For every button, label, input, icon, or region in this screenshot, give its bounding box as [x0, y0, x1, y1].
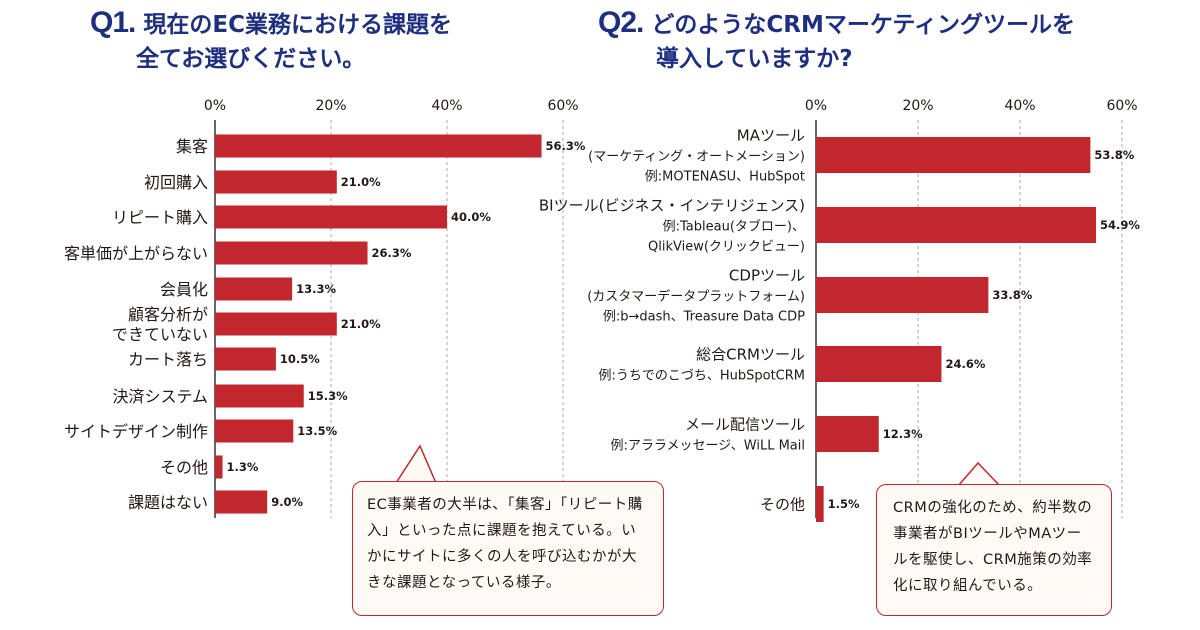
q2-bar [816, 486, 824, 522]
q2-category-label: (カスタマーデータプラットフォーム) [587, 288, 805, 304]
q1-category-label: 顧客分析が [128, 305, 208, 324]
q2-category-label: 総合CRMツール [696, 345, 805, 363]
q2-callout-pointer [957, 461, 1001, 487]
q2-category-label: 例:うちでのこづち、HubSpotCRM [598, 368, 805, 383]
q2-x-tick-label: 0% [805, 98, 827, 114]
q1-category-label: サイトデザイン制作 [64, 422, 208, 441]
q2-category-label: QlikView(クリックビュー) [648, 239, 805, 254]
q2-bar [816, 137, 1091, 173]
q1-value-label: 1.3% [227, 460, 259, 474]
q2-number: Q2. [598, 6, 644, 39]
q1-callout: EC事業者の大半は、「集客」「リピート購入」といった点に課題を抱えている。いかに… [352, 481, 664, 616]
q1-category-label: 初回購入 [144, 173, 208, 192]
q1-bar [215, 490, 268, 514]
q2-value-label: 33.8% [992, 288, 1032, 302]
q1-category-label: できていない [112, 325, 208, 344]
q1-x-tick-label: 40% [431, 98, 462, 114]
q1-category-label: 集客 [176, 137, 208, 156]
q2-value-label: 54.9% [1100, 218, 1140, 232]
q1-bar [215, 312, 337, 336]
q2-bar [816, 416, 879, 452]
q2-title-line2: 導入していますか? [656, 46, 853, 72]
q2-category-label: メール配信ツール [685, 415, 805, 433]
q1-value-label: 26.3% [372, 246, 412, 260]
q2-bar [816, 207, 1096, 243]
q1-number: Q1. [90, 6, 136, 39]
q1-category-label: 決済システム [112, 387, 208, 406]
q1-category-label: その他 [160, 458, 208, 477]
q1-value-label: 13.3% [296, 282, 336, 296]
q1-value-label: 21.0% [341, 317, 381, 331]
q1-category-label: カート落ち [128, 350, 208, 369]
q1-category-label: 課題はない [128, 493, 208, 512]
q2-value-label: 1.5% [828, 497, 860, 511]
q1-bar [215, 170, 337, 194]
q2-value-label: 24.6% [945, 357, 985, 371]
q2-x-tick-label: 40% [1004, 98, 1035, 114]
q2-value-label: 12.3% [883, 427, 923, 441]
q2-callout: CRMの強化のため、約半数の事業者がBIツールやMAツールを駆使し、CRM施策の… [876, 484, 1112, 616]
q1-x-tick-label: 60% [547, 98, 578, 114]
q1-bar [215, 205, 447, 229]
q2-category-label: 例:アララメッセージ、WiLL Mail [610, 438, 805, 453]
q2-category-label: 例:MOTENASU、HubSpot [645, 169, 805, 184]
q2-bar [816, 346, 942, 382]
q2-bar [816, 277, 989, 313]
q2-category-label: (マーケティング・オートメーション) [588, 149, 805, 164]
q1-value-label: 10.5% [280, 352, 320, 366]
q1-value-label: 15.3% [308, 389, 348, 403]
q1-x-tick-label: 20% [315, 98, 346, 114]
q1-bar [215, 455, 223, 479]
q1-title-line1: 現在のEC業務における課題を [143, 12, 452, 38]
q1-x-tick-label: 0% [204, 98, 226, 114]
q1-bar [215, 134, 542, 158]
q2-title: Q2. どのようなCRMマーケティングツールを導入していますか? [598, 6, 1075, 76]
q1-title-line2: 全てお選びください。 [136, 46, 366, 72]
q2-value-label: 53.8% [1094, 148, 1134, 162]
q1-bar [215, 384, 304, 408]
q2-category-label: 例:Tableau(タブロー)、 [663, 218, 805, 234]
q2-category-label: 例:b→dash、Treasure Data CDP [603, 309, 805, 324]
q1-value-label: 56.3% [546, 139, 586, 153]
q1-category-label: 会員化 [160, 280, 208, 299]
q1-category-label: 客単価が上がらない [64, 244, 208, 263]
q1-value-label: 13.5% [297, 424, 337, 438]
q2-x-tick-label: 20% [902, 98, 933, 114]
q1-bar [215, 419, 294, 443]
q2-category-label: CDPツール [729, 266, 805, 284]
q2-x-tick-label: 60% [1106, 98, 1137, 114]
q1-callout-pointer [395, 444, 437, 484]
q2-category-label: MAツール [737, 126, 805, 144]
q1-value-label: 9.0% [271, 495, 303, 509]
q1-title: Q1. 現在のEC業務における課題を全てお選びください。 [90, 6, 452, 76]
q2-title-line1: どのようなCRMマーケティングツールを [651, 12, 1076, 38]
q1-category-label: リピート購入 [112, 208, 208, 227]
q1-value-label: 40.0% [451, 210, 491, 224]
q1-bar [215, 347, 276, 371]
q1-value-label: 21.0% [341, 175, 381, 189]
q1-bar [215, 277, 293, 301]
q1-bar [215, 241, 368, 265]
q2-category-label: その他 [760, 495, 805, 513]
q2-category-label: BIツール(ビジネス・インテリジェンス) [539, 196, 805, 214]
